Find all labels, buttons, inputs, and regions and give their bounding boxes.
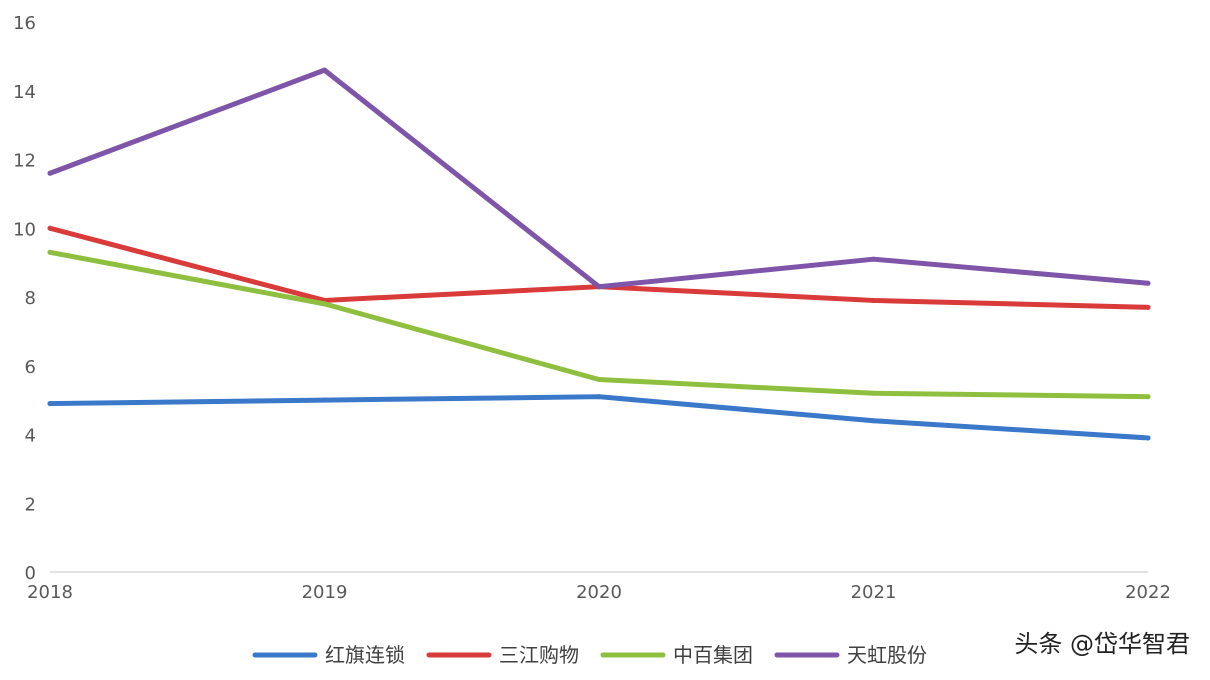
data-point [596,377,602,382]
x-tick-label: 2018 [27,582,73,603]
series-line-3 [47,67,1151,290]
data-point [322,397,327,403]
data-point [871,297,876,303]
x-tick-label: 2022 [1125,582,1171,603]
x-tick-label: 2020 [576,582,622,603]
data-point [871,390,876,396]
data-point [322,301,327,307]
data-point [1145,304,1151,310]
axes-layer: 0 2 4 6 8 10 12 14 16 2018 2019 2020 2021 2022 [13,13,1171,603]
y-tick-label: 6 [25,357,36,378]
data-point [596,284,602,290]
data-point [1145,280,1151,286]
data-point [871,256,876,262]
series-line-0 [47,394,1151,441]
legend: 红旗连锁 三江购物 中百集团 天虹股份 [252,643,927,667]
data-point [47,401,53,407]
legend-label: 红旗连锁 [325,643,405,667]
data-point [47,249,53,255]
data-point [47,225,53,231]
y-tick-label: 14 [13,82,36,103]
data-point [1145,435,1151,441]
x-tick-label: 2019 [302,582,348,603]
y-tick-label: 12 [13,151,36,172]
data-point [596,394,602,400]
x-tick-label: 2021 [851,582,897,603]
data-point [322,67,327,73]
legend-label: 中百集团 [673,643,753,667]
legend-label: 三江购物 [499,643,579,667]
data-point [871,418,876,424]
y-tick-label: 8 [25,288,36,309]
y-tick-label: 10 [13,219,36,240]
y-tick-label: 2 [25,494,36,515]
legend-label: 天虹股份 [847,643,927,667]
y-tick-label: 16 [13,13,36,34]
watermark-text: 头条 @岱华智君 [1014,630,1190,658]
data-point [47,170,53,176]
y-tick-label: 0 [25,563,36,584]
series-layer [47,67,1151,441]
y-tick-label: 4 [25,426,36,447]
data-point [1145,394,1151,400]
